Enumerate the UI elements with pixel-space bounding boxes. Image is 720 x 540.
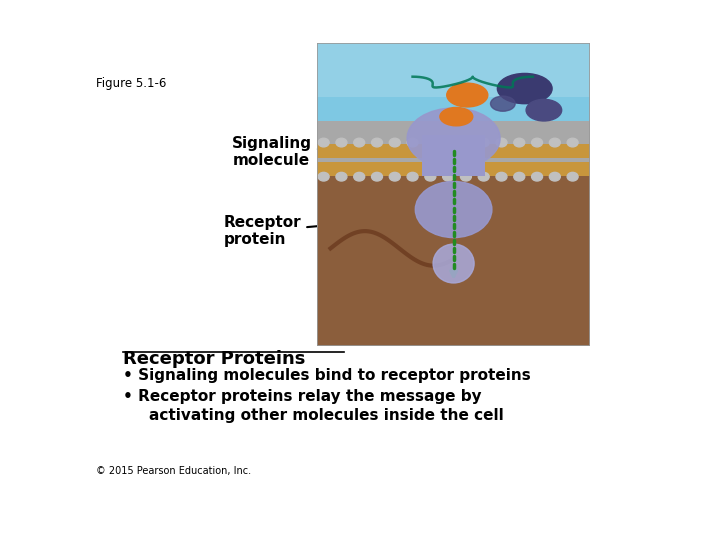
Text: activating other molecules inside the cell: activating other molecules inside the ce… (148, 408, 503, 423)
Ellipse shape (433, 244, 474, 283)
Text: © 2015 Pearson Education, Inc.: © 2015 Pearson Education, Inc. (96, 465, 251, 476)
Text: Receptor Proteins: Receptor Proteins (124, 349, 306, 368)
Text: Signaling
molecule: Signaling molecule (233, 136, 366, 168)
Circle shape (567, 138, 578, 147)
Ellipse shape (415, 181, 492, 238)
Circle shape (372, 172, 382, 181)
Circle shape (336, 172, 347, 181)
Circle shape (461, 138, 472, 147)
Circle shape (567, 172, 578, 181)
Circle shape (425, 138, 436, 147)
Circle shape (531, 138, 543, 147)
Text: • Receptor proteins relay the message by: • Receptor proteins relay the message by (124, 389, 482, 404)
Circle shape (407, 172, 418, 181)
Ellipse shape (498, 73, 552, 104)
Circle shape (549, 138, 560, 147)
Circle shape (531, 172, 543, 181)
Circle shape (318, 138, 329, 147)
Circle shape (318, 172, 329, 181)
Circle shape (443, 172, 454, 181)
Circle shape (372, 138, 382, 147)
Text: Receptor
protein: Receptor protein (224, 215, 341, 247)
Circle shape (425, 172, 436, 181)
Circle shape (478, 172, 489, 181)
Circle shape (336, 138, 347, 147)
Circle shape (461, 172, 472, 181)
Circle shape (496, 138, 507, 147)
Circle shape (514, 138, 525, 147)
Circle shape (354, 138, 365, 147)
Ellipse shape (447, 83, 488, 107)
Ellipse shape (526, 99, 562, 121)
Ellipse shape (407, 108, 500, 168)
FancyBboxPatch shape (317, 121, 590, 190)
Circle shape (390, 172, 400, 181)
Circle shape (443, 138, 454, 147)
FancyBboxPatch shape (317, 162, 590, 176)
FancyBboxPatch shape (317, 43, 590, 97)
Circle shape (478, 138, 489, 147)
Circle shape (390, 138, 400, 147)
FancyBboxPatch shape (317, 176, 590, 346)
Circle shape (407, 138, 418, 147)
FancyBboxPatch shape (317, 43, 590, 130)
Ellipse shape (440, 107, 473, 126)
Circle shape (514, 172, 525, 181)
Text: • Signaling molecules bind to receptor proteins: • Signaling molecules bind to receptor p… (124, 368, 531, 383)
Circle shape (496, 172, 507, 181)
Circle shape (354, 172, 365, 181)
Text: Figure 5.1-6: Figure 5.1-6 (96, 77, 166, 90)
FancyBboxPatch shape (422, 135, 485, 176)
FancyBboxPatch shape (317, 144, 590, 158)
Ellipse shape (490, 96, 516, 111)
Circle shape (549, 172, 560, 181)
